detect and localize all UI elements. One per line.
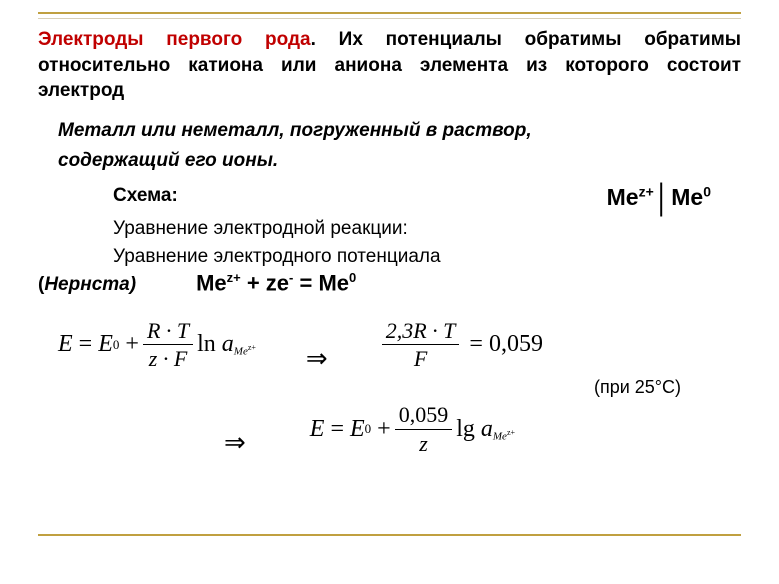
eq3-line [395, 429, 453, 430]
r-eq: = [293, 270, 318, 295]
eq2-val: 0,059 [489, 331, 543, 358]
eq3-E0-sup: 0 [365, 421, 372, 437]
eq1-sub: Mez+ [234, 343, 256, 358]
r-lhs1: Me [196, 270, 227, 295]
eq1-E0: E [98, 331, 113, 358]
temperature-note: (при 25°С) [38, 377, 741, 398]
eq1-num: R · T [143, 318, 193, 343]
eq2-num: 2,3R · T [382, 318, 460, 343]
eq3-frac: 0,059 z [395, 402, 453, 456]
eq1-E: E [58, 331, 73, 358]
notation-right-base: Me [671, 184, 703, 210]
heading-text: Электроды первого рода. Их потенциалы об… [38, 27, 741, 104]
scheme-notation: Mez+│Me0 [607, 180, 741, 212]
final-equation-row: ⇒ E = E0 + 0,059 z lg aMez+ [38, 402, 741, 456]
subtitle-2: содержащий его ионы. [38, 150, 741, 172]
nernst-equations: E = E0 + R · T z · F ln aMez+ ⇒ 2,3R · T… [38, 318, 741, 372]
top-border-shadow [38, 18, 741, 19]
eq3-plus: + [377, 416, 391, 443]
scheme-label: Схема: [113, 185, 178, 207]
r-lhs1-sup: z+ [227, 270, 241, 285]
eq1-E0-sup: 0 [113, 337, 120, 353]
eq1-eq1: = [79, 331, 93, 358]
equation-3: E = E0 + 0,059 z lg aMez+ [310, 402, 515, 456]
notation-right-sup: 0 [703, 183, 711, 199]
arrow-1: ⇒ [306, 344, 328, 374]
eq3-num: 0,059 [395, 402, 453, 427]
reaction-label: Уравнение электродной реакции: [38, 218, 741, 240]
r-rhs: Me [318, 270, 349, 295]
equation-2: 2,3R · T F = 0,059 [378, 318, 543, 372]
scheme-row: Схема: Mez+│Me0 [38, 180, 741, 212]
eq1-line [143, 344, 193, 345]
r-rhs-sup: 0 [349, 270, 356, 285]
top-border [38, 12, 741, 14]
subtitle-1: Металл или неметалл, погруженный в раств… [38, 118, 741, 144]
eq1-ln: ln [197, 331, 216, 358]
eq3-den: z [415, 431, 432, 456]
slide-content: Электроды первого рода. Их потенциалы об… [0, 0, 779, 584]
potential-label: Уравнение электродного потенциала [38, 246, 741, 268]
r-plus: + [241, 270, 266, 295]
electrode-reaction: Mez+ + ze- = Me0 [196, 270, 356, 296]
eq3-E0: E [350, 416, 365, 443]
eq1-plus: + [125, 331, 139, 358]
arrow-2: ⇒ [224, 428, 246, 458]
eq1-a: a [222, 331, 234, 358]
bottom-border [38, 534, 741, 536]
notation-left-sup: z+ [639, 183, 654, 199]
nernst-row: (Нернста) Mez+ + ze- = Me0 [38, 270, 741, 296]
notation-separator: │ [654, 183, 672, 214]
eq3-eq1: = [330, 416, 344, 443]
heading-red: Электроды первого рода [38, 29, 311, 50]
eq3-E: E [310, 416, 325, 443]
eq3-a: a [481, 416, 493, 443]
eq1-frac: R · T z · F [143, 318, 193, 372]
eq2-frac: 2,3R · T F [382, 318, 460, 372]
eq3-sub: Mez+ [493, 428, 515, 443]
eq2-line [382, 344, 460, 345]
nernst-label: Нернста) [44, 274, 136, 296]
equation-1: E = E0 + R · T z · F ln aMez+ [58, 318, 256, 372]
eq2-eq: = [469, 331, 483, 358]
notation-left-base: Me [607, 184, 639, 210]
eq2-den: F [410, 346, 431, 371]
eq3-lg: lg [456, 416, 475, 443]
eq1-den: z · F [145, 346, 192, 371]
r-lhs2: ze [266, 270, 289, 295]
